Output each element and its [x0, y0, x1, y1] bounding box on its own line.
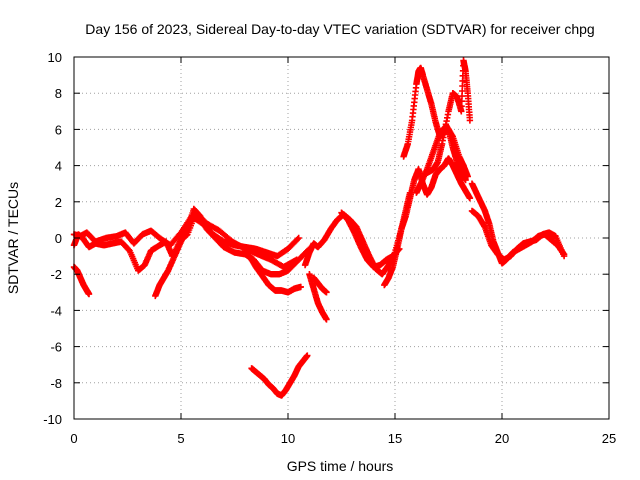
y-tick-label: 4: [55, 159, 62, 174]
series-s7: [306, 271, 330, 323]
data-point: [560, 252, 568, 260]
y-tick-label: -4: [50, 303, 62, 318]
x-tick-label: 15: [388, 431, 402, 446]
y-axis-label: SDTVAR / TECUs: [5, 182, 21, 294]
data-point: [297, 283, 304, 291]
data-point: [304, 352, 311, 359]
data-point: [466, 117, 474, 124]
x-tick-label: 5: [177, 431, 184, 446]
data-point: [464, 173, 471, 180]
data-point: [462, 176, 469, 184]
x-axis-label: GPS time / hours: [287, 458, 394, 474]
data-point: [294, 235, 301, 243]
y-tick-label: 0: [55, 231, 62, 246]
data-point: [85, 290, 93, 298]
series-s6: [248, 352, 311, 399]
data-point: [295, 234, 302, 242]
y-tick-label: 6: [55, 122, 62, 137]
y-tick-label: -2: [50, 267, 62, 282]
series-s8: [310, 274, 330, 296]
x-tick-label: 10: [281, 431, 295, 446]
y-tick-label: 2: [55, 195, 62, 210]
data-point: [466, 195, 474, 202]
y-tick-label: -6: [50, 340, 62, 355]
data-point: [323, 289, 330, 296]
series-s2: [70, 209, 300, 274]
series-s11: [381, 155, 474, 289]
data-point: [323, 316, 330, 323]
y-tick-label: -10: [43, 412, 62, 427]
chart-title: Day 156 of 2023, Sidereal Day-to-day VTE…: [85, 21, 594, 37]
x-tick-label: 20: [495, 431, 509, 446]
y-tick-label: 10: [48, 50, 62, 65]
series-s16: [468, 207, 568, 263]
x-tick-label: 0: [70, 431, 77, 446]
x-tick-label: 25: [602, 431, 616, 446]
series-s14: [423, 57, 474, 176]
y-tick-label: -8: [50, 376, 62, 391]
axis-ticks: 0 5 10 15 20 25 -10 -8 -6 -4 -2 0 2 4 6 8 10: [43, 50, 616, 446]
data-points: [70, 57, 568, 399]
y-tick-label: 8: [55, 86, 62, 101]
series-s5: [246, 252, 304, 296]
